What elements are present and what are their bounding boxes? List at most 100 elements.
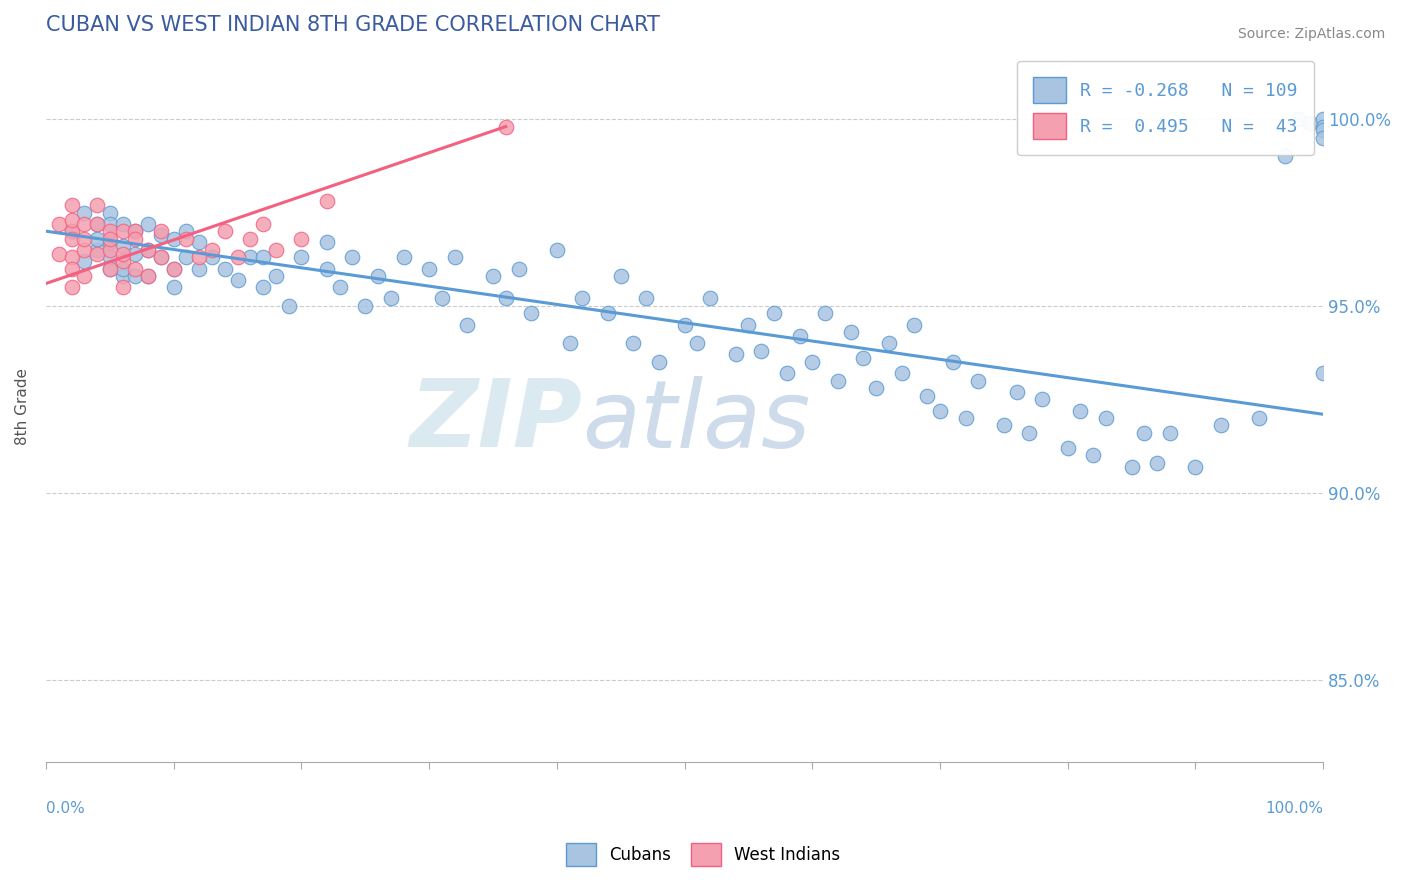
Point <box>136 268 159 283</box>
Point <box>124 246 146 260</box>
Point <box>1005 384 1028 399</box>
Point <box>814 306 837 320</box>
Point <box>636 292 658 306</box>
Point <box>392 251 415 265</box>
Point <box>111 261 134 276</box>
Point <box>60 198 83 212</box>
Point <box>1312 366 1334 380</box>
Point <box>201 243 224 257</box>
Point <box>1095 411 1118 425</box>
Point <box>430 292 453 306</box>
Point <box>1312 120 1334 134</box>
Y-axis label: 8th Grade: 8th Grade <box>15 368 30 445</box>
Point <box>214 261 236 276</box>
Point <box>163 261 186 276</box>
Point <box>98 243 121 257</box>
Point <box>60 251 83 265</box>
Point <box>252 217 274 231</box>
Point <box>865 381 887 395</box>
Text: 100.0%: 100.0% <box>1265 801 1323 816</box>
Point <box>316 194 339 209</box>
Point <box>98 261 121 276</box>
Point <box>60 224 83 238</box>
Point <box>86 232 108 246</box>
Point <box>111 239 134 253</box>
Point <box>1159 425 1181 440</box>
Point <box>724 347 747 361</box>
Point <box>354 299 377 313</box>
Point <box>316 261 339 276</box>
Point <box>98 232 121 246</box>
Point <box>482 268 505 283</box>
Point <box>98 205 121 219</box>
Point <box>98 217 121 231</box>
Point <box>1209 418 1232 433</box>
Point <box>1056 441 1078 455</box>
Point <box>73 205 96 219</box>
Point <box>277 299 299 313</box>
Point <box>316 235 339 250</box>
Point <box>443 251 465 265</box>
Point <box>149 227 172 242</box>
Point <box>520 306 543 320</box>
Point <box>124 224 146 238</box>
Point <box>1083 449 1105 463</box>
Point <box>495 292 517 306</box>
Point <box>1286 112 1309 127</box>
Point <box>993 418 1015 433</box>
Legend: Cubans, West Indians: Cubans, West Indians <box>557 835 849 875</box>
Point <box>1249 411 1271 425</box>
Point <box>149 224 172 238</box>
Point <box>163 280 186 294</box>
Point <box>1312 130 1334 145</box>
Point <box>111 268 134 283</box>
Point <box>214 224 236 238</box>
Point <box>48 217 70 231</box>
Point <box>98 251 121 265</box>
Point <box>60 280 83 294</box>
Point <box>111 217 134 231</box>
Point <box>264 268 287 283</box>
Point <box>163 232 186 246</box>
Point <box>749 343 772 358</box>
Point <box>163 261 186 276</box>
Point <box>955 411 977 425</box>
Point <box>73 232 96 246</box>
Point <box>124 268 146 283</box>
Point <box>111 280 134 294</box>
Text: atlas: atlas <box>582 376 811 467</box>
Point <box>877 336 900 351</box>
Point <box>1133 425 1156 440</box>
Point <box>1146 456 1168 470</box>
Point <box>546 243 568 257</box>
Point <box>48 246 70 260</box>
Point <box>967 374 990 388</box>
Point <box>111 224 134 238</box>
Point <box>508 261 530 276</box>
Point <box>136 243 159 257</box>
Point <box>890 366 912 380</box>
Point <box>596 306 619 320</box>
Point <box>176 232 198 246</box>
Point <box>86 217 108 231</box>
Point <box>686 336 709 351</box>
Text: 0.0%: 0.0% <box>46 801 84 816</box>
Point <box>673 318 696 332</box>
Point <box>1299 116 1322 130</box>
Point <box>1312 123 1334 137</box>
Point <box>915 388 938 402</box>
Point <box>136 217 159 231</box>
Point <box>188 235 211 250</box>
Point <box>789 328 811 343</box>
Point <box>201 251 224 265</box>
Point <box>1069 403 1091 417</box>
Point <box>839 325 862 339</box>
Point <box>762 306 785 320</box>
Point <box>252 251 274 265</box>
Point <box>124 261 146 276</box>
Point <box>136 268 159 283</box>
Text: Source: ZipAtlas.com: Source: ZipAtlas.com <box>1237 27 1385 41</box>
Point <box>342 251 364 265</box>
Point <box>60 232 83 246</box>
Point <box>737 318 759 332</box>
